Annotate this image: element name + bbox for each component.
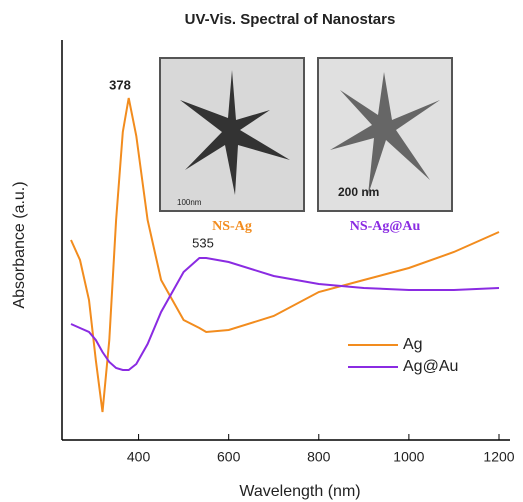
inset-label: NS-Ag — [212, 219, 252, 234]
chart-title: UV-Vis. Spectral of Nanostars — [185, 11, 396, 28]
scale-label: 200 nm — [338, 185, 379, 199]
y-axis-label: Absorbance (a.u.) — [11, 181, 28, 308]
legend-label: Ag@Au — [403, 358, 458, 375]
inset-label: NS-Ag@Au — [350, 219, 421, 234]
x-tick-label: 600 — [217, 449, 241, 465]
annotation: 535 — [192, 235, 214, 250]
x-axis-label: Wavelength (nm) — [239, 483, 360, 500]
series-line — [71, 258, 499, 370]
legend-label: Ag — [403, 336, 423, 353]
chart: UV-Vis. Spectral of Nanostars Wavelength… — [0, 0, 523, 502]
x-tick-label: 400 — [127, 449, 151, 465]
x-tick-label: 1000 — [393, 449, 424, 465]
x-tick-label: 800 — [307, 449, 331, 465]
scale-label: 100nm — [177, 198, 202, 207]
x-tick-label: 1200 — [483, 449, 514, 465]
annotation: 378 — [109, 77, 131, 92]
